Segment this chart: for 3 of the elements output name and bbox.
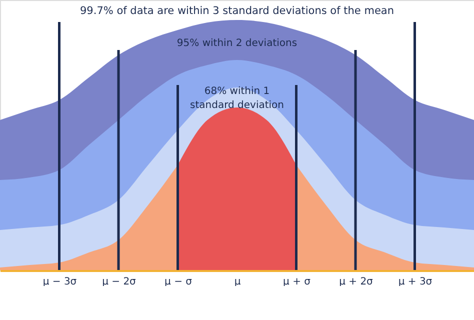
annotation: 95% within 2 deviations bbox=[176, 38, 298, 49]
text: 99.7% of data are within 3 standard deviations of the mean bbox=[80, 5, 394, 17]
annotation: 68% within 1 standard deviation bbox=[190, 86, 284, 111]
